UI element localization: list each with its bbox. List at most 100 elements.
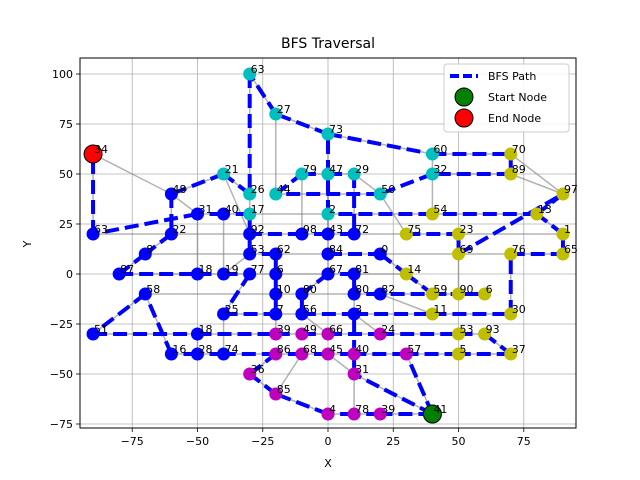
node-marker bbox=[321, 127, 335, 141]
node-label: 53 bbox=[460, 323, 474, 336]
node-label: 49 bbox=[303, 323, 317, 336]
node-label: 93 bbox=[486, 323, 500, 336]
node-label: 89 bbox=[512, 163, 526, 176]
node-label: 32 bbox=[433, 163, 447, 176]
node-marker bbox=[243, 267, 257, 281]
bfs-path-segment bbox=[248, 72, 278, 116]
node-label: 45 bbox=[329, 343, 343, 356]
node-label: 18 bbox=[198, 263, 212, 276]
bfs-path-segment bbox=[404, 353, 435, 415]
node-label: 90 bbox=[460, 283, 474, 296]
node-marker bbox=[295, 227, 309, 241]
node-label: 0 bbox=[381, 243, 388, 256]
node-label: 30 bbox=[512, 303, 526, 316]
node-label: 82 bbox=[381, 283, 395, 296]
node-marker bbox=[452, 227, 466, 241]
node-label: 50 bbox=[381, 183, 395, 196]
node-marker bbox=[295, 347, 309, 361]
node-label: 57 bbox=[407, 343, 421, 356]
x-axis-label: X bbox=[324, 457, 332, 470]
chart-title: BFS Traversal bbox=[281, 36, 375, 52]
node-marker bbox=[243, 367, 257, 381]
node-label: 76 bbox=[512, 243, 526, 256]
legend-label: Start Node bbox=[488, 91, 547, 104]
node-marker bbox=[347, 267, 361, 281]
node-marker bbox=[217, 267, 231, 281]
node-marker bbox=[269, 307, 283, 321]
node-label: 6 bbox=[486, 283, 493, 296]
node-marker bbox=[425, 287, 439, 301]
node-marker bbox=[504, 347, 518, 361]
node-marker bbox=[504, 247, 518, 261]
node-marker bbox=[164, 187, 178, 201]
node-label: 11 bbox=[433, 303, 447, 316]
bfs-path-segment bbox=[353, 372, 434, 416]
node-label: 2 bbox=[329, 203, 336, 216]
legend-marker-swatch bbox=[454, 108, 474, 128]
node-marker bbox=[347, 407, 361, 421]
node-label: 63 bbox=[251, 63, 265, 76]
node-marker bbox=[504, 167, 518, 181]
node-label: 13 bbox=[538, 203, 552, 216]
node-label: 48 bbox=[172, 183, 186, 196]
x-tick-label: 75 bbox=[517, 435, 531, 448]
legend-label: End Node bbox=[488, 112, 541, 125]
node-label: 18 bbox=[198, 323, 212, 336]
node-label: 58 bbox=[146, 283, 160, 296]
node-marker bbox=[321, 267, 335, 281]
legend-box bbox=[443, 63, 570, 133]
node-label: 86 bbox=[277, 343, 291, 356]
node-label: 39 bbox=[277, 323, 291, 336]
node-marker bbox=[347, 167, 361, 181]
node-marker bbox=[112, 267, 126, 281]
node-label: 43 bbox=[329, 223, 343, 236]
node-label: 80 bbox=[303, 283, 317, 296]
node-label: 69 bbox=[460, 243, 474, 256]
node-marker bbox=[243, 207, 257, 221]
node-marker bbox=[399, 347, 413, 361]
node-marker bbox=[217, 347, 231, 361]
node-label: 37 bbox=[512, 343, 526, 356]
node-marker bbox=[347, 287, 361, 301]
node-label: 25 bbox=[225, 303, 239, 316]
node-marker bbox=[269, 347, 283, 361]
node-label: 66 bbox=[329, 323, 343, 336]
node-marker bbox=[138, 247, 152, 261]
node-label: 34 bbox=[94, 143, 108, 156]
node-marker bbox=[295, 327, 309, 341]
node-marker bbox=[86, 327, 100, 341]
graph-edge bbox=[379, 293, 433, 315]
node-marker bbox=[321, 347, 335, 361]
node-label: 98 bbox=[303, 223, 317, 236]
node-label: 16 bbox=[172, 343, 186, 356]
node-marker bbox=[269, 267, 283, 281]
node-marker bbox=[243, 67, 257, 81]
node-label: 24 bbox=[381, 323, 395, 336]
node-label: 85 bbox=[277, 383, 291, 396]
node-marker bbox=[164, 227, 178, 241]
x-tick-label: −50 bbox=[186, 435, 209, 448]
node-label: 79 bbox=[303, 163, 317, 176]
node-marker bbox=[321, 207, 335, 221]
node-marker bbox=[190, 327, 204, 341]
x-tick-label: −25 bbox=[251, 435, 274, 448]
node-marker bbox=[478, 327, 492, 341]
x-tick-label: −75 bbox=[121, 435, 144, 448]
node-label: 51 bbox=[94, 323, 108, 336]
node-label: 44 bbox=[277, 183, 291, 196]
y-tick-label: 50 bbox=[59, 168, 73, 181]
bfs-path-segment bbox=[327, 132, 433, 156]
node-label: 84 bbox=[329, 243, 343, 256]
node-marker bbox=[347, 307, 361, 321]
node-marker bbox=[425, 167, 439, 181]
x-tick-label: 50 bbox=[452, 435, 466, 448]
legend-marker-swatch bbox=[454, 87, 474, 107]
y-tick-label: −50 bbox=[50, 368, 73, 381]
node-label: 5 bbox=[460, 343, 467, 356]
node-marker bbox=[425, 307, 439, 321]
node-label: 8 bbox=[146, 243, 153, 256]
node-marker bbox=[295, 167, 309, 181]
node-label: 74 bbox=[225, 343, 239, 356]
